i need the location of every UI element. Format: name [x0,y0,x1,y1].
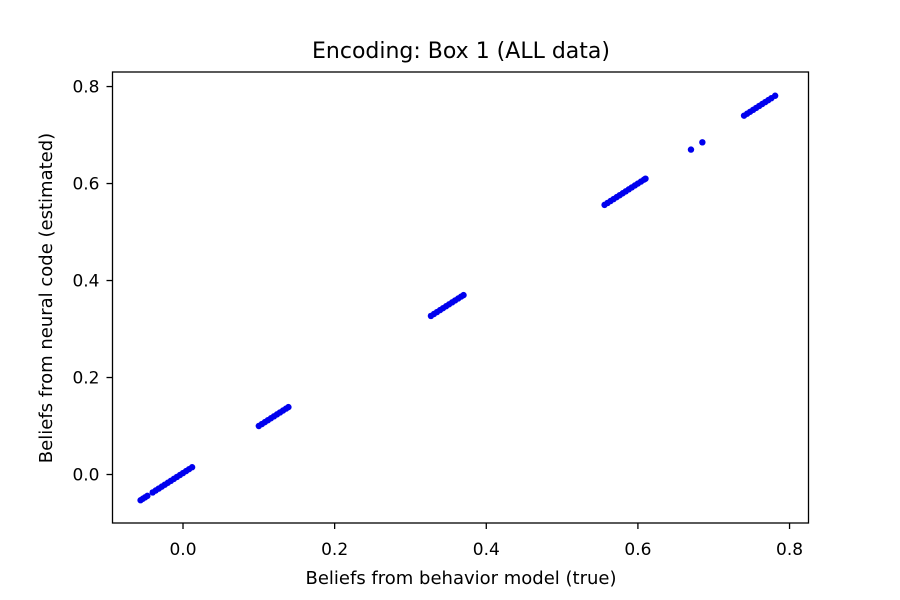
x-tick-label: 0.0 [169,540,196,560]
y-tick-label: 0.0 [72,466,99,486]
y-tick-label: 0.2 [72,369,99,389]
data-point [642,175,649,182]
x-axis-label: Beliefs from behavior model (true) [305,568,616,589]
x-tick-label: 0.8 [776,540,803,560]
x-tick-label: 0.2 [321,540,348,560]
data-point [285,403,292,411]
data-point [144,492,151,500]
points-layer [137,92,779,504]
plot-frame [111,71,810,524]
data-point [188,464,196,471]
y-tick-label: 0.4 [72,272,99,292]
data-point [460,291,467,299]
y-tick-label: 0.8 [72,78,99,98]
y-axis-label: Beliefs from neural code (estimated) [36,133,57,463]
data-point [699,139,706,146]
x-tick-label: 0.6 [624,540,651,560]
y-tick-label: 0.6 [72,175,99,195]
x-tick-label: 0.4 [473,540,500,560]
chart-title: Encoding: Box 1 (ALL data) [312,39,610,64]
data-point [687,146,695,153]
y-axis-ticks: 0.0 0.2 0.4 0.6 0.8 [72,78,113,486]
data-point [771,92,779,99]
x-axis-ticks: 0.0 0.2 0.4 0.6 0.8 [169,523,803,560]
